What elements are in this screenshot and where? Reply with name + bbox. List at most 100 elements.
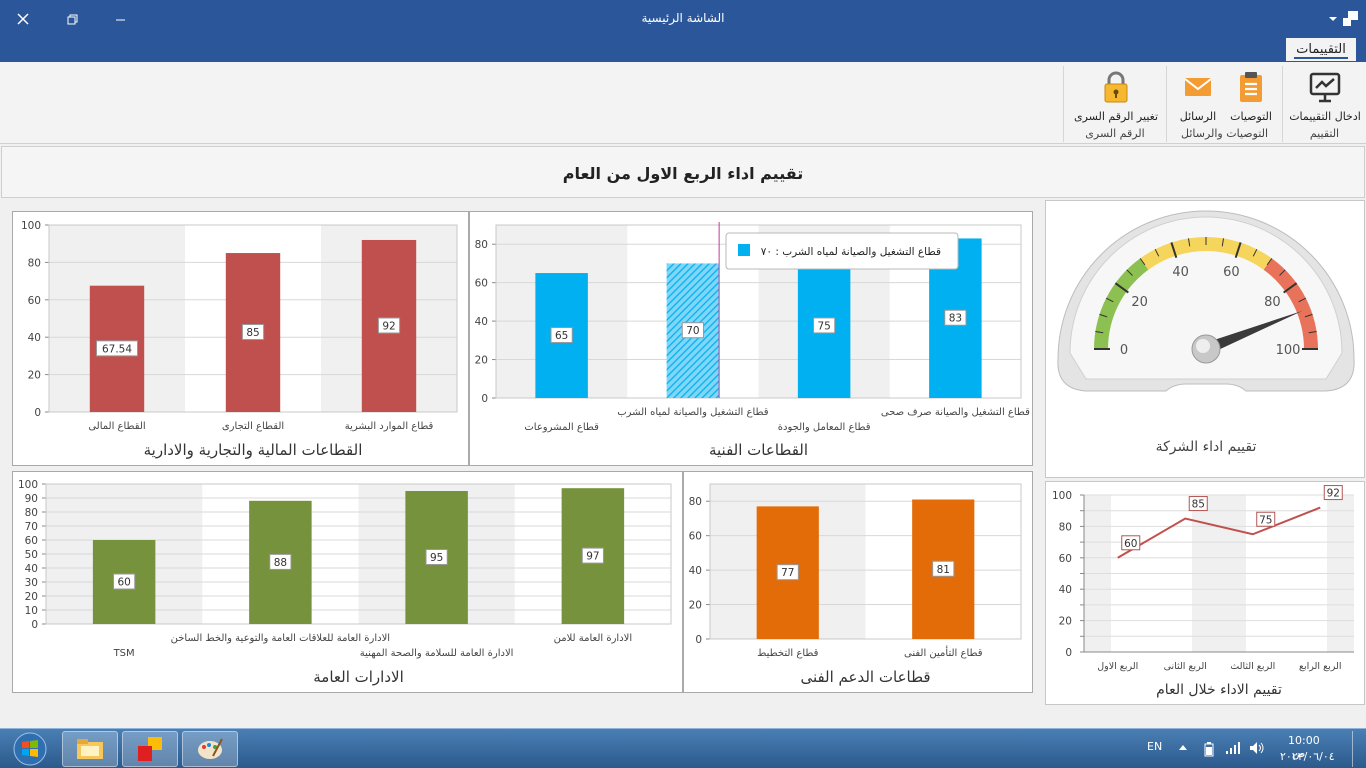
chart-title: قطاعات الدعم الفنى <box>800 668 930 686</box>
y-tick-label: 20 <box>689 600 702 612</box>
window-title: الشاشة الرئيسية <box>641 11 725 25</box>
enter-evaluations-button[interactable]: ادخال التقييمات <box>1285 70 1365 123</box>
data-label-box <box>581 547 604 564</box>
gauge-title: تقييم اداء الشركة <box>1156 439 1257 455</box>
show-desktop-button[interactable] <box>1352 731 1366 767</box>
gauge-minor-tick <box>1252 248 1258 257</box>
recommendations-button[interactable]: التوصيات <box>1223 70 1279 123</box>
gauge-hub-highlight <box>1196 339 1210 353</box>
y-tick-label: 0 <box>1065 647 1072 659</box>
messages-button[interactable]: الرسائل <box>1171 70 1225 123</box>
quick-access-dropdown[interactable] <box>1316 6 1350 32</box>
x-tick-label: قطاع الموارد البشرية <box>345 421 434 432</box>
data-label: 67.54 <box>102 343 132 355</box>
battery-icon[interactable] <box>1204 741 1214 757</box>
y-tick-label: 40 <box>689 565 702 577</box>
data-label: 75 <box>1259 514 1272 526</box>
tab-evaluations[interactable]: التقييمات <box>1286 38 1356 63</box>
technical-bar-chart: 0 20 40 60 80 65 قطاع المشروعات 70 قطاع التشغيل … <box>475 222 1030 459</box>
taskbar-explorer[interactable] <box>62 731 118 767</box>
language-indicator[interactable]: EN <box>1147 740 1163 753</box>
x-tick-label: قطاع المعامل والجودة <box>778 422 871 433</box>
y-tick-label: 20 <box>475 355 488 367</box>
y-tick-label: 100 <box>18 479 38 491</box>
ribbon-group-password: تغيير الرقم السرى الرقم السرى <box>1063 66 1166 142</box>
start-button[interactable] <box>4 730 56 768</box>
show-hidden-icons-icon[interactable] <box>1178 743 1188 751</box>
tooltip-swatch <box>738 244 750 256</box>
paint-palette-icon <box>198 738 223 759</box>
x-tick-label: الربع الرابع <box>1299 661 1342 672</box>
financial-bar-chart: 0 20 40 60 80 100 67.54 القطاع المالى 85 القطاع ا… <box>21 220 458 459</box>
gauge-scale-label: 60 <box>1223 265 1240 280</box>
taskbar-paint[interactable] <box>182 731 238 767</box>
y-tick-label: 40 <box>25 563 38 575</box>
taskbar: EN 10:00 ص ٢٠٢٢/٠٦/٠٤ <box>0 728 1366 768</box>
network-icon[interactable] <box>1225 741 1241 755</box>
x-tick-label: الربع الثانى <box>1164 661 1207 672</box>
ribbon-bar: ادخال التقييمات التقييم التوصيات الرسائل… <box>0 62 1366 144</box>
data-label: 92 <box>382 320 395 332</box>
data-label-box <box>776 564 799 581</box>
clock[interactable]: 10:00 ص <box>1288 734 1338 760</box>
tooltip-text: قطاع التشغيل والصيانة لمياه الشرب : ٧٠ <box>761 246 941 258</box>
data-label: 97 <box>586 551 599 563</box>
data-label-box <box>269 553 292 570</box>
close-button[interactable] <box>6 6 40 32</box>
data-label-box <box>944 309 967 326</box>
chart-title: القطاعات المالية والتجارية والادارية <box>144 441 363 459</box>
volume-icon[interactable] <box>1249 741 1265 755</box>
support-bar-chart: 0 20 40 60 80 77 قطاع التخطيط 81 قطاع التأمين ال… <box>689 483 1022 686</box>
y-tick-label: 0 <box>31 619 38 631</box>
x-tick-label: قطاع التشغيل والصيانة لمياه الشرب <box>617 407 768 418</box>
x-tick-label: الادارة العامة للسلامة والصحة المهنية <box>360 648 514 659</box>
data-label-box <box>241 324 265 341</box>
data-label-box <box>1121 535 1141 551</box>
gauge-minor-tick <box>1221 238 1225 247</box>
gauge-scale-label: 40 <box>1172 265 1189 280</box>
gauge-minor-tick <box>1279 269 1286 276</box>
gauge-minor-tick <box>1187 238 1191 247</box>
y-tick-label: 100 <box>21 220 41 232</box>
restore-icon <box>67 14 77 24</box>
y-tick-label: 20 <box>28 370 41 382</box>
data-label: 65 <box>555 330 568 342</box>
plot-border <box>45 483 672 625</box>
y-tick-label: 60 <box>1059 553 1072 565</box>
taskbar-app[interactable] <box>122 731 178 767</box>
minimize-button[interactable] <box>103 6 137 32</box>
x-tick-label: قطاع التشغيل والصيانة صرف صحى <box>881 407 1030 418</box>
envelope-icon <box>1181 70 1215 104</box>
company-gauge: 0 20 40 60 80 100 تقييم اداء الشركة <box>1057 210 1355 455</box>
gauge-scale-label: 0 <box>1120 343 1128 358</box>
data-label-box <box>1323 485 1343 501</box>
gauge-scale-label: 100 <box>1276 343 1301 358</box>
data-label-box <box>96 340 138 357</box>
y-tick-label: 80 <box>1059 521 1072 533</box>
change-password-button[interactable]: تغيير الرقم السرى <box>1066 70 1166 123</box>
plot-border <box>495 224 1022 399</box>
gauge-minor-tick <box>1308 330 1317 334</box>
windows-logo-icon <box>13 732 47 766</box>
y-tick-label: 80 <box>689 496 702 508</box>
y-tick-label: 80 <box>25 507 38 519</box>
admin-chart-panel: 0 10 20 30 40 50 60 70 80 90 100 60 TSM 88 الادارة الع… <box>12 471 683 693</box>
x-tick-label: القطاع المالى <box>88 421 145 432</box>
presentation-chart-icon <box>1308 70 1342 104</box>
chevron-down-icon <box>1329 17 1337 21</box>
gauge-minor-tick <box>1095 330 1104 334</box>
y-tick-label: 50 <box>25 549 38 561</box>
tooltip-box <box>725 232 959 270</box>
lock-icon <box>1099 70 1133 104</box>
x-tick-label: قطاع التأمين الفنى <box>904 645 983 659</box>
y-tick-label: 0 <box>481 393 488 405</box>
y-tick-label: 30 <box>25 577 38 589</box>
gauge-panel: 0 20 40 60 80 100 تقييم اداء الشركة <box>1045 200 1365 478</box>
close-icon <box>17 13 29 25</box>
quarterly-chart-panel: 0 20 40 60 80 100 60 الربع الاول 85 الربع الثانى 7… <box>1045 481 1365 705</box>
restore-button[interactable] <box>55 6 89 32</box>
page-title: تقييم اداء الربع الاول من العام <box>562 164 804 183</box>
data-label: 60 <box>1124 538 1137 550</box>
x-tick-label: الادارة العامة للامن <box>554 633 633 644</box>
data-label: 75 <box>817 320 830 332</box>
